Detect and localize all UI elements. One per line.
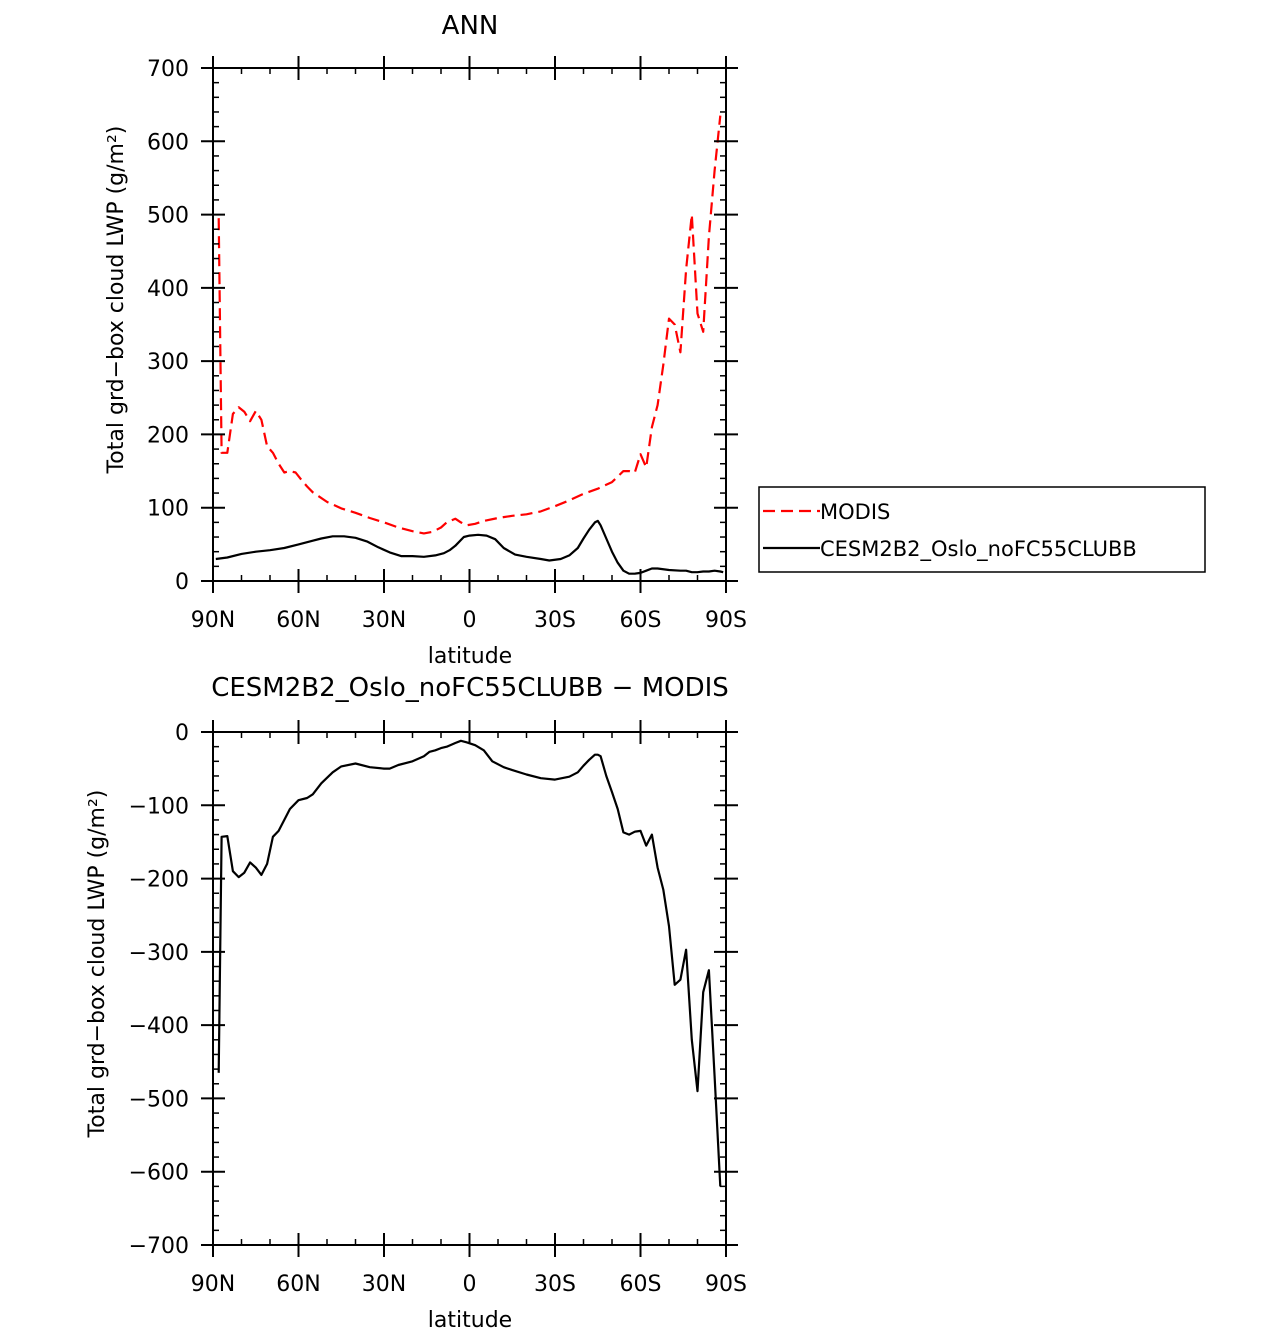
x-tick-label: 60N <box>276 608 320 633</box>
x-tick-label: 90S <box>705 1272 747 1297</box>
legend-label-cesm: CESM2B2_Oslo_noFC55CLUBB <box>820 537 1137 562</box>
chart-title: ANN <box>442 11 499 41</box>
x-axis-label: latitude <box>428 644 512 669</box>
y-tick-label: −500 <box>129 1087 189 1112</box>
y-tick-label: −400 <box>129 1014 189 1039</box>
series-line-difference <box>217 739 722 1187</box>
x-tick-label: 30N <box>362 1272 406 1297</box>
x-tick-label: 0 <box>463 1272 477 1297</box>
x-tick-label: 30S <box>534 1272 576 1297</box>
legend-label-modis: MODIS <box>820 500 890 524</box>
chart-title: CESM2B2_Oslo_noFC55CLUBB − MODIS <box>211 673 729 703</box>
x-tick-label: 60N <box>276 1272 320 1297</box>
x-tick-label: 0 <box>463 608 477 633</box>
series-line-cesm2b2-oslo-nofc55clubb <box>215 519 724 575</box>
y-tick-label: −600 <box>129 1161 189 1186</box>
x-tick-label: 30N <box>362 608 406 633</box>
x-tick-label: 90S <box>705 608 747 633</box>
legend: MODIS CESM2B2_Oslo_noFC55CLUBB <box>758 486 1206 573</box>
x-tick-label: 30S <box>534 608 576 633</box>
y-tick-label: 400 <box>147 277 189 302</box>
y-tick-label: 200 <box>147 423 189 448</box>
plot-frame <box>212 67 727 582</box>
y-tick-label: −300 <box>129 941 189 966</box>
legend-box <box>758 486 1206 573</box>
x-axis-label: latitude <box>428 1308 512 1333</box>
x-tick-label: 60S <box>620 608 662 633</box>
x-tick-label: 90N <box>191 608 235 633</box>
bottom-panel: CESM2B2_Oslo_noFC55CLUBB − MODIS −700 −60… <box>85 673 747 1333</box>
y-tick-label: 100 <box>147 497 189 522</box>
y-tick-label: 500 <box>147 204 189 229</box>
y-tick-label: 300 <box>147 350 189 375</box>
y-axis-label: Total grd−box cloud LWP (g/m²) <box>104 126 129 475</box>
x-tick-label: 90N <box>191 1272 235 1297</box>
y-axis-label: Total grd−box cloud LWP (g/m²) <box>85 790 110 1139</box>
y-tick-label: −200 <box>129 868 189 893</box>
y-tick-label: −100 <box>129 794 189 819</box>
y-tick-label: 0 <box>175 721 189 746</box>
y-tick-label: −700 <box>129 1234 189 1259</box>
y-tick-label: 0 <box>175 570 189 595</box>
y-tick-label: 700 <box>147 57 189 82</box>
y-tick-label: 600 <box>147 130 189 155</box>
top-panel: ANN 0 100 200 300 400 500 600 700 90N 60N 30N 0 30S 6… <box>104 11 747 669</box>
series-line-modis <box>217 115 722 535</box>
x-tick-label: 60S <box>620 1272 662 1297</box>
